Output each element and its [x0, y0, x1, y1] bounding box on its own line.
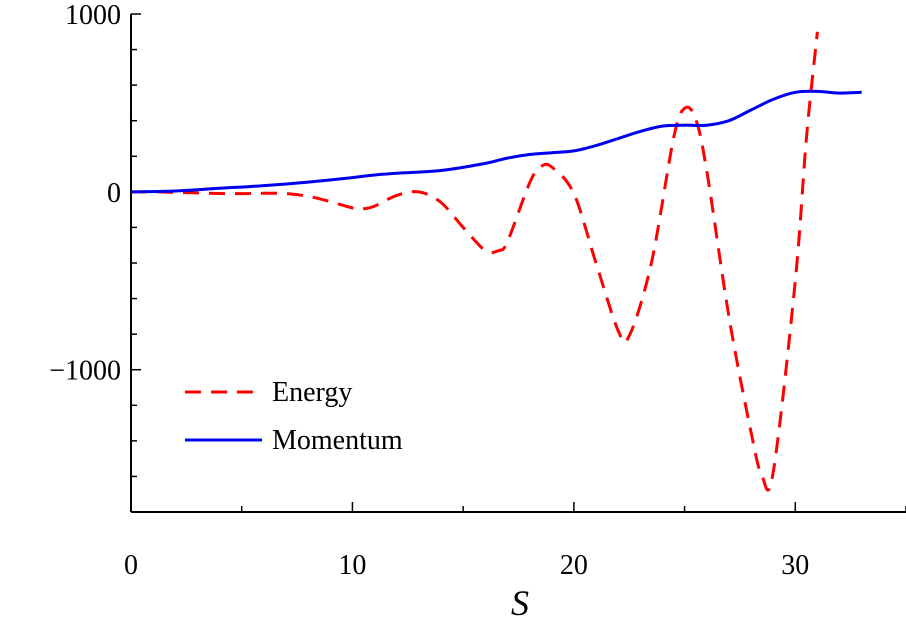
- legend: Energy Momentum: [185, 377, 403, 456]
- x-axis-title: S: [511, 583, 529, 623]
- y-tick-label: −1000: [49, 356, 121, 387]
- legend-label-energy: Energy: [272, 377, 352, 408]
- x-tick-label: 20: [560, 550, 588, 581]
- axes: [130, 14, 906, 513]
- series-layer: [130, 31, 862, 492]
- x-tick-label: 10: [338, 550, 366, 581]
- series-line-energy: [130, 31, 819, 492]
- ticks: [130, 13, 906, 512]
- y-tick-label: 1000: [65, 0, 121, 31]
- x-tick-label: 0: [124, 550, 138, 581]
- series-line-momentum: [130, 89, 862, 194]
- x-tick-label: 30: [781, 550, 809, 581]
- legend-label-momentum: Momentum: [272, 425, 403, 456]
- tick-labels: 0 10 20 30 1000 0 −1000: [49, 0, 809, 581]
- y-tick-label: 0: [107, 178, 121, 209]
